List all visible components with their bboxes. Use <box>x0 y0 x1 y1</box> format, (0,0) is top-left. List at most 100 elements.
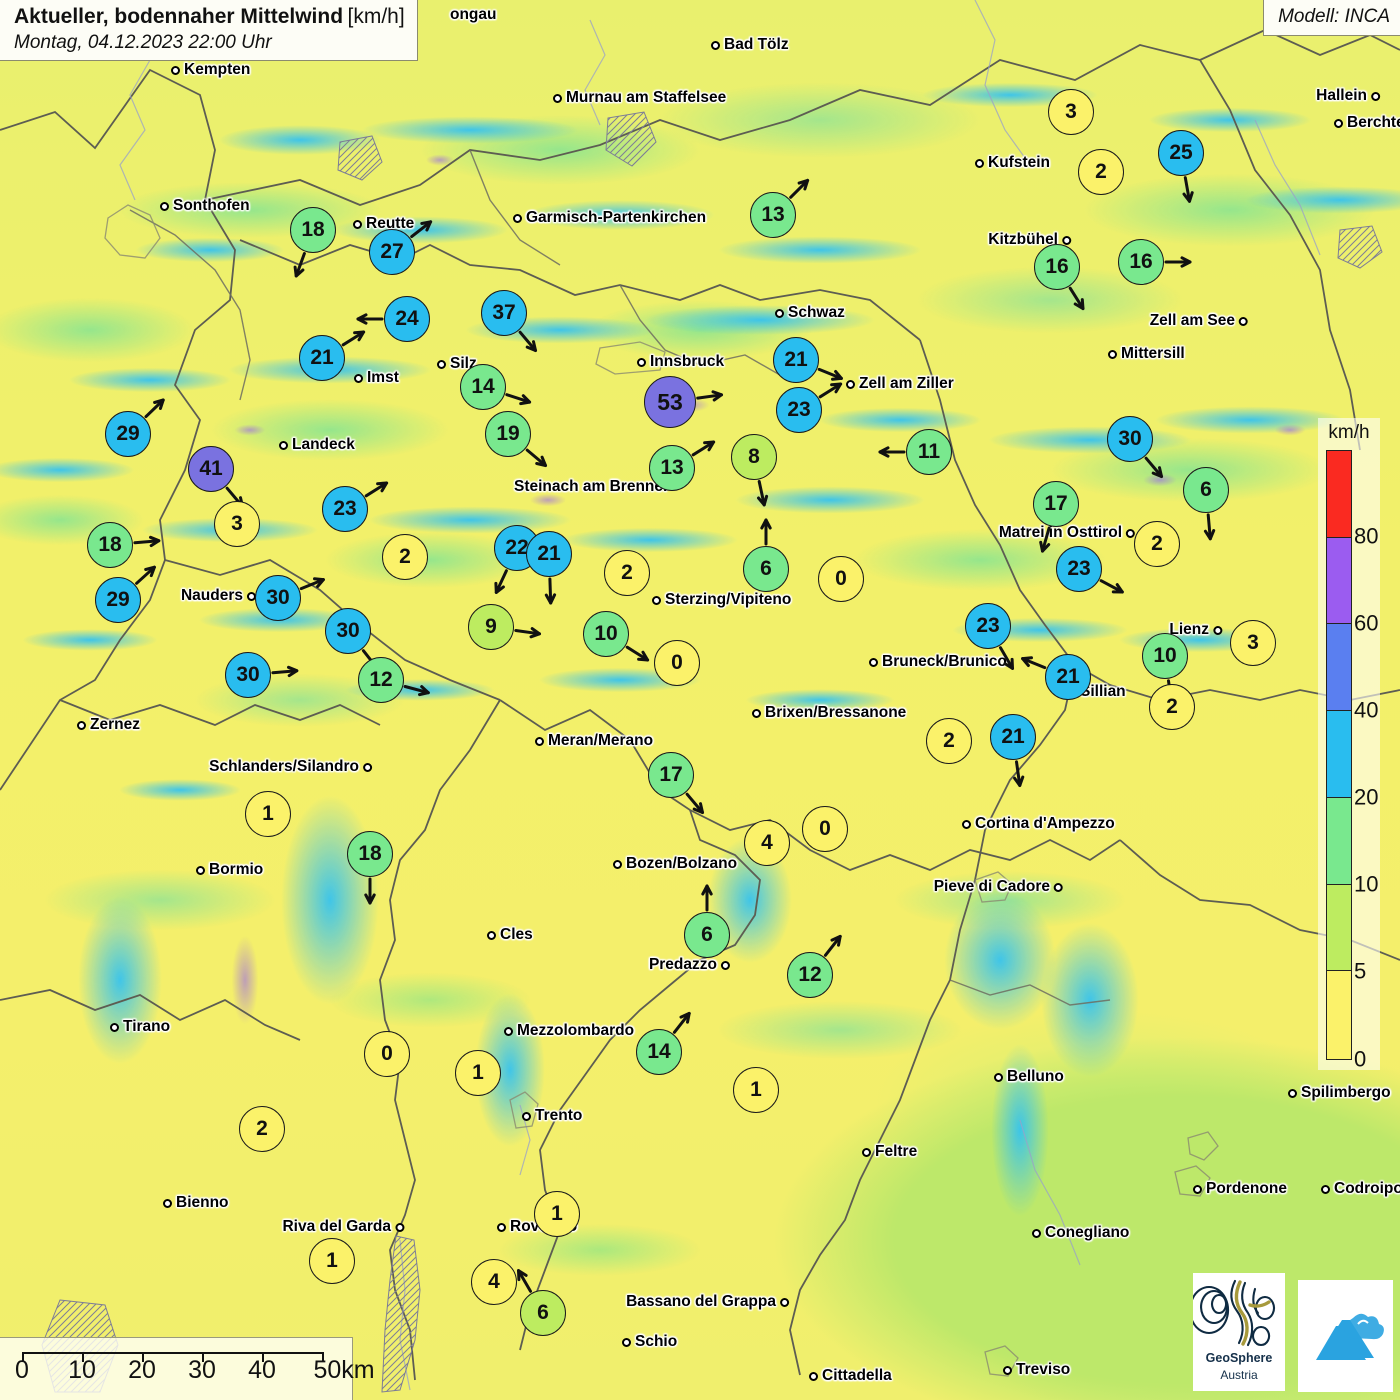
wind-marker[interactable]: 1 <box>309 1238 355 1284</box>
city-name: Zell am Ziller <box>859 375 954 392</box>
wind-marker[interactable]: 17 <box>648 752 704 814</box>
wind-marker[interactable]: 4 <box>471 1259 517 1305</box>
city-name: Garmisch-Partenkirchen <box>526 209 707 226</box>
wind-marker[interactable]: 23 <box>965 603 1014 670</box>
wind-marker[interactable]: 0 <box>364 1031 410 1077</box>
wind-speed-bubble: 4 <box>744 820 790 866</box>
wind-marker[interactable]: 41 <box>188 446 244 508</box>
city-label: Matrei in Osttirol <box>999 524 1135 542</box>
wind-marker[interactable]: 17 <box>1033 481 1079 553</box>
legend-segment <box>1327 884 1351 972</box>
wind-marker[interactable]: 30 <box>1107 416 1163 478</box>
wind-marker[interactable]: 8 <box>731 434 777 507</box>
wind-marker[interactable]: 25 <box>1158 130 1204 203</box>
city-label: Schio <box>622 1333 677 1351</box>
wind-marker[interactable]: 21 <box>299 330 366 381</box>
wind-marker[interactable]: 14 <box>636 1011 691 1075</box>
wind-marker[interactable]: 2 <box>604 550 650 596</box>
wind-marker[interactable]: 14 <box>460 364 532 410</box>
wind-speed-bubble: 16 <box>1034 244 1080 290</box>
wind-marker[interactable]: 11 <box>878 429 952 475</box>
wind-marker[interactable]: 16 <box>1034 244 1085 311</box>
wind-marker[interactable]: 21 <box>990 714 1036 787</box>
wind-marker[interactable]: 6 <box>743 518 789 592</box>
city-dot-icon <box>1239 316 1248 326</box>
wind-marker[interactable]: 27 <box>369 220 433 275</box>
wind-marker[interactable]: 30 <box>325 608 380 672</box>
wind-marker[interactable]: 12 <box>787 934 842 998</box>
wind-marker[interactable]: 1 <box>245 791 291 837</box>
wind-marker[interactable]: 18 <box>290 207 336 278</box>
wind-marker[interactable]: 13 <box>649 440 716 491</box>
city-dot-icon <box>1003 1365 1012 1375</box>
wind-marker[interactable]: 1 <box>534 1191 580 1237</box>
wind-marker[interactable]: 29 <box>105 398 165 457</box>
city-name: Mezzolombardo <box>517 1022 635 1039</box>
city-dot-icon <box>775 308 784 318</box>
wind-marker[interactable]: 2 <box>239 1106 285 1152</box>
scale-tick <box>262 1352 264 1362</box>
wind-speed-bubble: 21 <box>299 335 345 381</box>
wind-marker[interactable]: 2 <box>1078 149 1124 195</box>
wind-speed-bubble: 2 <box>926 718 972 764</box>
wind-marker[interactable]: 0 <box>654 640 700 686</box>
wind-marker[interactable]: 21 <box>526 531 572 605</box>
city-name: Lienz <box>1169 621 1209 638</box>
city-label: Bozen/Bolzano <box>613 855 737 873</box>
wind-marker[interactable]: 21 <box>1021 654 1091 700</box>
wind-marker[interactable]: 4 <box>744 820 790 866</box>
wind-marker[interactable]: 23 <box>322 481 389 532</box>
city-label: Steinach am Brenner <box>514 478 669 496</box>
legend-tick-5: 5 <box>1354 958 1367 984</box>
wind-marker[interactable]: 2 <box>926 718 972 764</box>
wind-marker[interactable]: 29 <box>95 565 156 623</box>
wind-marker[interactable]: 2 <box>1149 684 1195 730</box>
wind-marker[interactable]: 18 <box>347 831 393 905</box>
wind-marker[interactable]: 19 <box>485 411 547 467</box>
city-dot-icon <box>862 1147 871 1157</box>
wind-marker[interactable]: 13 <box>750 178 810 238</box>
city-dot-icon <box>1108 349 1117 359</box>
city-dot-icon <box>613 859 622 869</box>
wind-speed-bubble: 0 <box>802 806 848 852</box>
wind-marker[interactable]: 18 <box>87 522 161 568</box>
wind-marker[interactable]: 24 <box>356 296 430 342</box>
wind-marker[interactable]: 0 <box>802 806 848 852</box>
wind-speed-bubble: 8 <box>731 434 777 480</box>
city-name: Brixen/Bressanone <box>765 704 907 721</box>
wind-marker[interactable]: 16 <box>1118 239 1192 285</box>
wind-marker[interactable]: 1 <box>455 1050 501 1096</box>
wind-marker[interactable]: 12 <box>358 657 430 703</box>
wind-marker[interactable]: 37 <box>481 290 537 352</box>
wind-marker[interactable]: 10 <box>1142 633 1188 706</box>
wind-marker[interactable]: 21 <box>773 337 843 383</box>
wind-marker[interactable]: 10 <box>583 611 650 662</box>
wind-marker[interactable]: 0 <box>818 556 864 602</box>
wind-marker[interactable]: 3 <box>214 501 260 547</box>
wind-speed-bubble: 23 <box>776 387 822 433</box>
wind-marker[interactable]: 2 <box>1134 521 1180 567</box>
city-name: Codroipo <box>1334 1180 1400 1197</box>
partner-logo <box>1298 1280 1393 1392</box>
wind-marker[interactable]: 3 <box>1048 89 1094 135</box>
wind-marker[interactable]: 53 <box>644 376 723 428</box>
city-dot-icon <box>1126 528 1135 538</box>
legend-colorbar <box>1326 450 1352 1060</box>
city-label: Zell am See <box>1150 312 1248 330</box>
wind-marker[interactable]: 30 <box>225 652 299 698</box>
wind-marker[interactable]: 6 <box>517 1269 566 1336</box>
wind-marker[interactable]: 6 <box>1183 467 1229 541</box>
wind-marker[interactable]: 23 <box>776 382 843 433</box>
wind-marker[interactable]: 9 <box>468 604 541 650</box>
scale-bar-line <box>22 1352 322 1354</box>
wind-marker[interactable]: 2 <box>382 534 428 580</box>
wind-speed-bubble: 6 <box>743 546 789 592</box>
wind-marker[interactable]: 1 <box>733 1067 779 1113</box>
wind-marker[interactable]: 23 <box>1056 546 1124 594</box>
wind-marker[interactable]: 30 <box>255 575 325 621</box>
wind-speed-bubble: 1 <box>733 1067 779 1113</box>
wind-marker[interactable]: 6 <box>684 884 730 958</box>
wind-marker[interactable]: 3 <box>1230 620 1276 666</box>
city-label: Spilimbergo <box>1288 1084 1391 1102</box>
